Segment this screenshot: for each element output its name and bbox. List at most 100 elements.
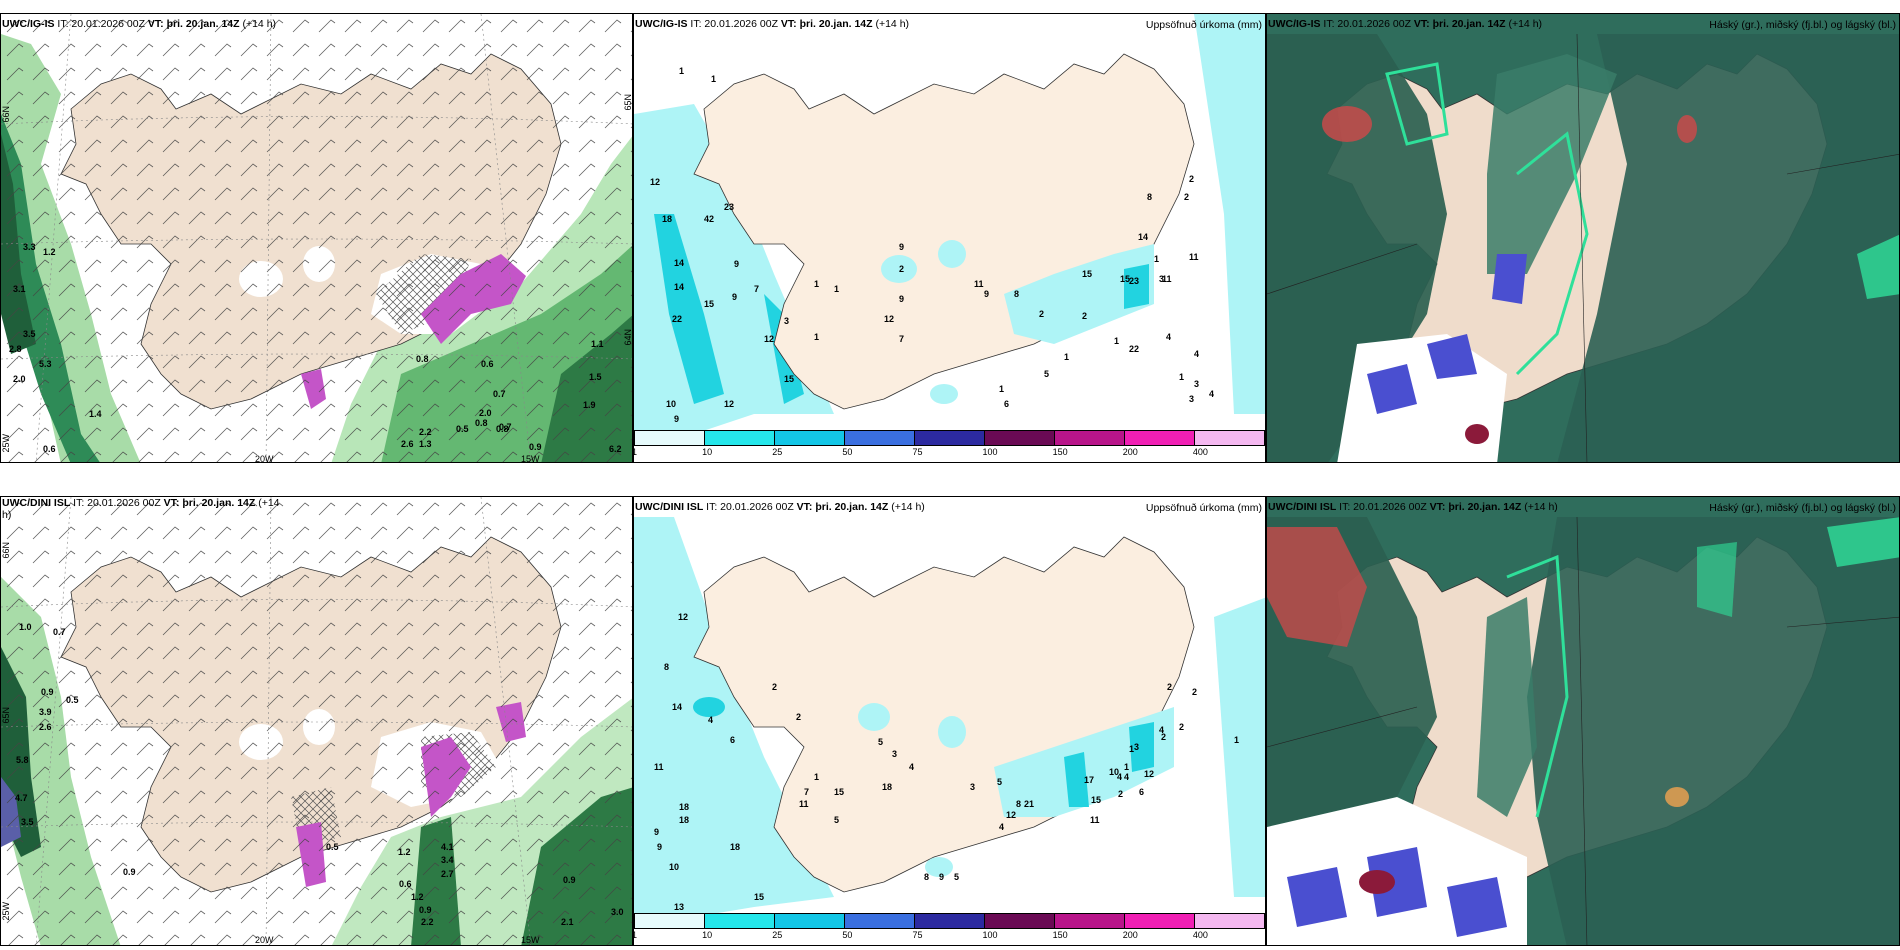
- map-value-label: 4: [1124, 772, 1130, 782]
- colorbar-swatches: [634, 913, 1265, 929]
- map-value-label: 0.8: [416, 354, 429, 364]
- map-value-label: 18: [730, 842, 741, 852]
- lead-time: (+14 h): [875, 18, 910, 30]
- precip-cell: [938, 716, 966, 748]
- colorbar-tick: 50: [842, 447, 853, 457]
- map-value-label: 2: [1189, 174, 1195, 184]
- map-value-label: 1.4: [89, 409, 102, 419]
- colorbar-swatch: [1055, 431, 1125, 445]
- colorbar-swatch: [845, 914, 915, 928]
- colorbar-tick: 200: [1122, 447, 1138, 457]
- lat-label: 65N: [623, 94, 633, 111]
- colorbar-tick: 25: [772, 930, 783, 940]
- map-value-label: 2: [796, 712, 802, 722]
- map-value-label: 2: [1167, 682, 1173, 692]
- high-cloud-red: [1465, 424, 1489, 444]
- map-value-label: 1.0: [19, 622, 32, 632]
- map-value-label: 8: [664, 662, 670, 672]
- colorbar-tick: 150: [1052, 930, 1068, 940]
- lat-label: 66N: [1, 106, 11, 123]
- lead-time: (+14 h): [1508, 18, 1543, 30]
- map-value-label: 2: [1082, 311, 1088, 321]
- high-cloud-red: [1359, 870, 1395, 894]
- map-value-label: 2.2: [421, 917, 434, 927]
- map-value-label: 0.6: [399, 879, 412, 889]
- map-value-label: 1: [814, 772, 820, 782]
- map-value-label: 1.2: [43, 247, 56, 257]
- map-value-label: 1: [1064, 352, 1070, 362]
- colorbar-swatch: [985, 431, 1055, 445]
- colorbar-swatch: [775, 914, 845, 928]
- lead-time: (+14 h): [2, 497, 280, 521]
- map-value-label: 12: [724, 399, 735, 409]
- map-value-label: 10: [1109, 767, 1120, 777]
- cloud-map: [1267, 14, 1899, 462]
- map-value-label: 2: [1179, 722, 1185, 732]
- cloud-edge-green: [1515, 131, 1589, 376]
- colorbar-tick: 50: [842, 930, 853, 940]
- map-value-label: 2.8: [9, 344, 22, 354]
- map-value-label: 9: [674, 414, 680, 424]
- map-value-label: 23: [1129, 276, 1140, 286]
- lat-label: 65N: [1, 707, 11, 724]
- colorbar-swatch: [635, 431, 705, 445]
- precip-light-east: [1214, 597, 1265, 897]
- map-value-label: 3.4: [441, 855, 454, 865]
- init-time: IT: 20.01.2026 00Z: [57, 18, 145, 30]
- colorbar-swatch: [775, 431, 845, 445]
- map-value-label: 18: [679, 815, 690, 825]
- map-value-label: 3: [892, 749, 898, 759]
- precip-on-land-medium: [1124, 264, 1149, 309]
- map-value-label: 22: [1129, 344, 1140, 354]
- low-cloud-blue: [1492, 254, 1527, 304]
- map-value-label: 8: [1014, 289, 1020, 299]
- high-cloud-red: [1322, 106, 1372, 142]
- map-value-label: 15: [784, 374, 795, 384]
- map-value-label: 11: [799, 799, 809, 809]
- map-value-label: 12: [678, 612, 689, 622]
- precip-cell: [858, 703, 890, 731]
- map-value-label: 11: [1090, 815, 1100, 825]
- high-cloud-red: [1677, 115, 1697, 143]
- colorbar-swatch: [985, 914, 1055, 928]
- low-cloud-blue: [1287, 867, 1347, 927]
- panel-right-title: Háský (gr.), miðský (fj.bl.) og lágský (…: [1709, 502, 1896, 514]
- map-value-label: 4.1: [441, 842, 454, 852]
- map-value-label: 7: [899, 334, 905, 344]
- map-value-label: 15: [1082, 269, 1093, 279]
- map-value-label: 5.3: [39, 359, 52, 369]
- map-value-label: 0.6: [43, 444, 56, 454]
- colorbar-swatch: [1195, 914, 1264, 928]
- map-value-label: 0.5: [326, 842, 339, 852]
- map-value-label: 3: [784, 316, 790, 326]
- map-value-label: 1: [1179, 372, 1185, 382]
- map-value-label: 3: [1189, 394, 1195, 404]
- colorbar-tick: 75: [912, 447, 923, 457]
- map-value-label: 5: [834, 815, 840, 825]
- valid-time: VT: þri. 20.jan. 14Z: [780, 18, 873, 30]
- colorbar-swatch: [1195, 431, 1264, 445]
- map-value-label: 14: [674, 258, 685, 268]
- precip-cell: [938, 240, 966, 268]
- model-name: UWC/IG-IS: [2, 18, 55, 30]
- map-value-label: 4: [909, 762, 915, 772]
- mid-cloud-band: [1487, 54, 1617, 274]
- map-value-label: 5: [1044, 369, 1050, 379]
- wind-map: [1, 14, 632, 462]
- map-value-label: 3.0: [611, 907, 624, 917]
- map-value-label: 9: [657, 842, 663, 852]
- panel-header: UWC/IG-IS IT: 20.01.2026 00Z VT: þri. 20…: [2, 18, 276, 30]
- map-value-label: 8: [924, 872, 930, 882]
- map-value-label: 5.8: [16, 755, 29, 765]
- map-value-label: 23: [724, 202, 735, 212]
- map-value-label: 1: [679, 66, 685, 76]
- cloud-edge-green: [1857, 234, 1899, 299]
- colorbar-tick: 100: [982, 930, 998, 940]
- panel-header: UWC/DINI ISL IT: 20.01.2026 00Z VT: þri.…: [635, 501, 925, 513]
- lon-label: 20W: [255, 935, 274, 945]
- map-value-label: 0.9: [123, 867, 136, 877]
- map-value-label: 2.6: [401, 439, 414, 449]
- map-value-label: 1: [1129, 744, 1135, 754]
- lat-lon-grid: [1, 14, 632, 462]
- colorbar-swatch: [915, 431, 985, 445]
